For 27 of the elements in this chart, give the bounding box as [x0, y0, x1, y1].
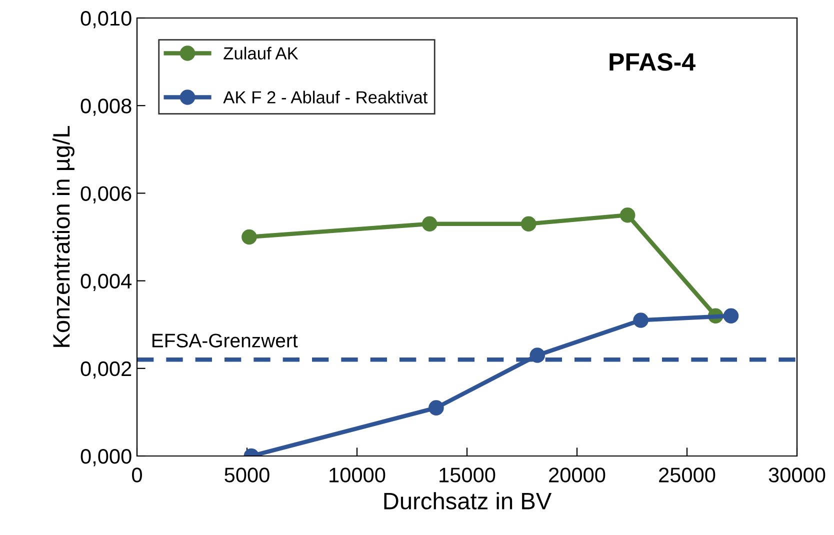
- y-tick-label: 0,000: [80, 449, 132, 466]
- legend-label: AK F 2 - Ablauf - Reaktivat: [223, 90, 428, 104]
- x-axis-title: Durchsatz in BV: [384, 492, 552, 510]
- y-axis-title: Konzentration in µg/L: [52, 126, 74, 347]
- text: PFAS-4: [610, 53, 696, 71]
- point: [633, 312, 648, 328]
- point: [520, 216, 536, 232]
- point: [723, 308, 739, 324]
- x-tick-label: 0: [132, 468, 142, 482]
- legend-label: Zulauf AK: [224, 46, 298, 60]
- y-tick-label: 0,004: [80, 274, 132, 292]
- point: [242, 229, 257, 245]
- x-tick-label: 10000: [330, 468, 386, 482]
- y-tick-label: 0,002: [80, 361, 132, 379]
- x-tick-label: 5000: [224, 468, 270, 482]
- ref-line-label: EFSA-Grenzwert: [152, 334, 298, 348]
- x-tick-label: 25000: [659, 468, 716, 482]
- y-tick-label: 0,010: [80, 11, 132, 28]
- x-tick-label: 15000: [440, 468, 496, 482]
- y-tick-label: 0,008: [80, 98, 132, 116]
- x-tick-label: 30000: [768, 468, 826, 482]
- point: [422, 216, 438, 232]
- point: [530, 348, 546, 363]
- y-tick-label: 0,006: [80, 186, 132, 204]
- x-tick-label: 20000: [549, 468, 606, 482]
- point: [428, 400, 444, 416]
- point: [620, 207, 636, 223]
